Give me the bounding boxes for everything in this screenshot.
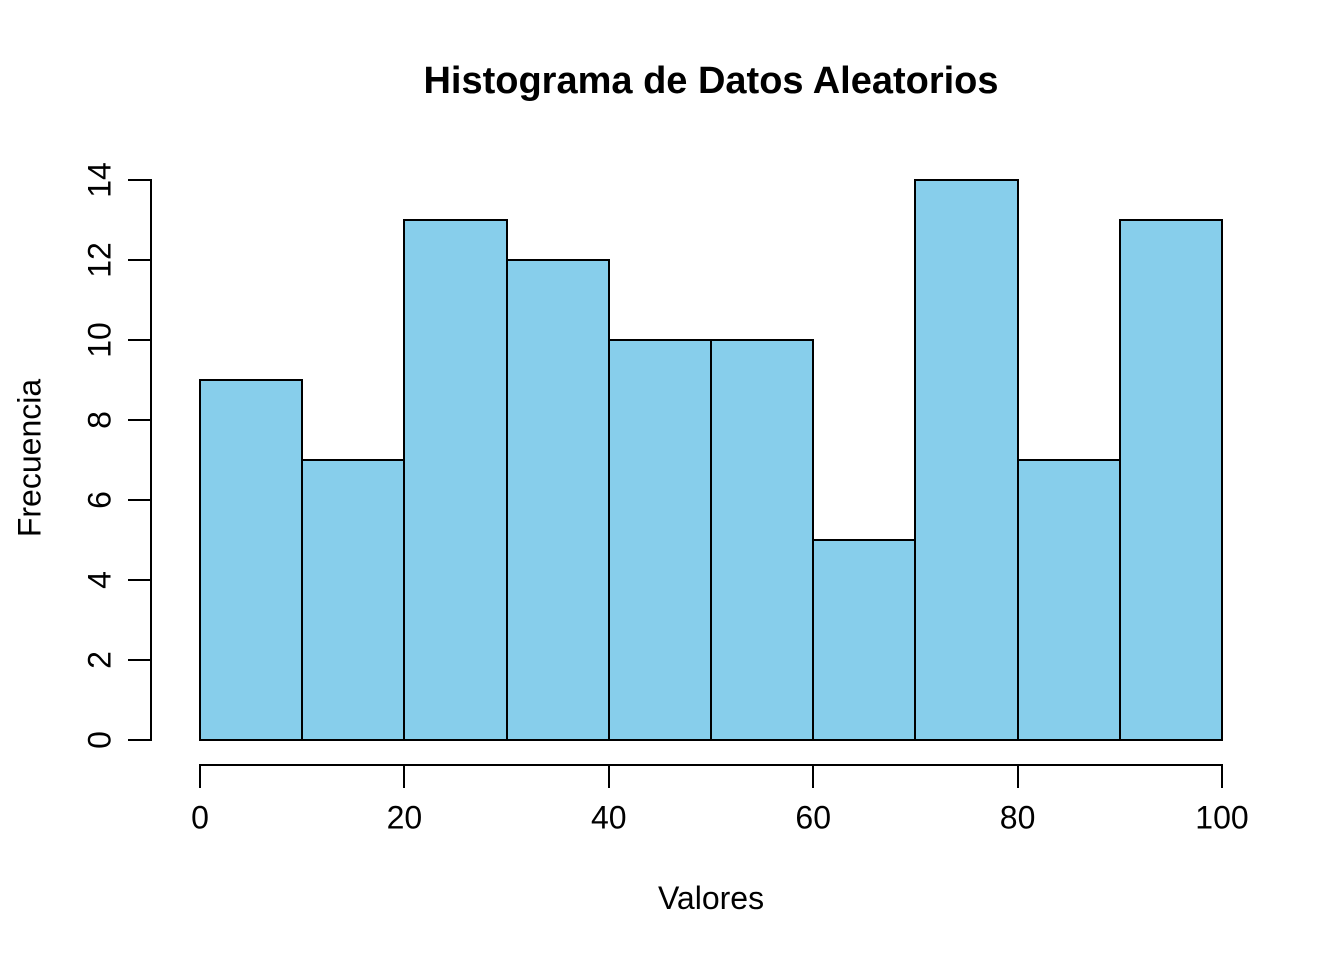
x-tick-mark <box>1221 766 1223 788</box>
x-tick-label-text: 80 <box>999 799 1036 836</box>
histogram-bar <box>506 259 610 741</box>
histogram-bar <box>1119 219 1223 741</box>
y-tick-label-text: 14 <box>81 162 118 198</box>
y-tick-mark <box>128 419 150 421</box>
y-axis-line <box>150 179 152 741</box>
histogram-bar <box>403 219 508 741</box>
y-tick-label-text: 12 <box>81 242 118 278</box>
x-tick-label-text: 60 <box>795 799 831 836</box>
histogram-bar <box>1017 459 1121 741</box>
x-tick-label-text: 0 <box>191 799 209 836</box>
histogram-bar <box>812 539 916 741</box>
y-tick-mark <box>128 339 150 341</box>
histogram-bar <box>710 339 814 741</box>
x-axis-title: Valores <box>657 880 765 916</box>
y-axis-title-text: Frecuencia <box>11 378 48 538</box>
y-tick-label-text: 10 <box>81 322 118 358</box>
x-tick-mark <box>403 766 406 788</box>
y-tick-label-text: 8 <box>81 411 118 429</box>
histogram-bar <box>914 179 1019 741</box>
histogram-bar <box>301 459 405 741</box>
x-tick-mark <box>1016 766 1019 788</box>
x-axis-line <box>199 764 1223 766</box>
y-tick-mark <box>128 499 150 501</box>
y-tick-mark <box>128 659 150 661</box>
x-tick-mark <box>199 766 201 788</box>
x-tick-label-text: 100 <box>1195 799 1249 836</box>
y-tick-label-text: 4 <box>81 571 118 589</box>
y-tick-mark <box>128 579 150 581</box>
histogram-bar <box>199 379 303 741</box>
y-tick-label-text: 2 <box>81 651 118 669</box>
y-tick-label-text: 6 <box>81 491 118 509</box>
x-tick-mark <box>607 766 610 788</box>
y-tick-mark <box>128 259 150 261</box>
y-tick-mark <box>128 179 150 181</box>
y-tick-label-text: 0 <box>81 731 118 749</box>
y-tick-mark <box>128 739 150 741</box>
x-tick-label-text: 20 <box>386 799 423 836</box>
x-tick-label-text: 40 <box>591 799 627 836</box>
chart-title: Histograma de Datos Aleatorios <box>423 60 999 102</box>
x-tick-mark <box>812 766 815 788</box>
histogram-bar <box>608 339 712 741</box>
